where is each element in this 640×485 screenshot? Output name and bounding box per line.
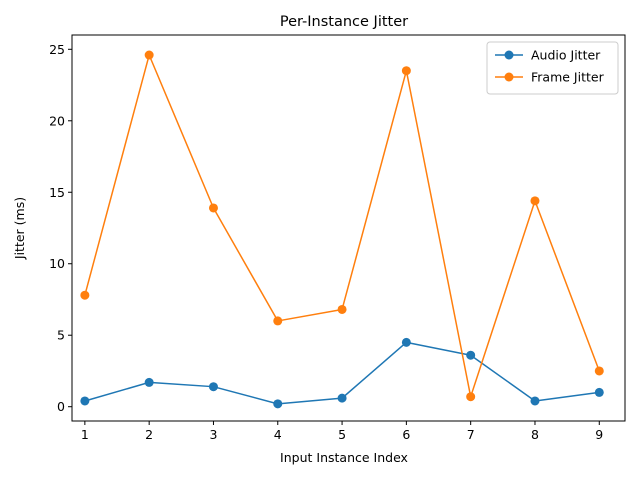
audio-jitter-point bbox=[466, 350, 476, 360]
frame-jitter-point bbox=[401, 66, 411, 76]
frame-jitter-point bbox=[337, 304, 347, 314]
audio-jitter-point bbox=[530, 396, 540, 406]
audio-jitter-point bbox=[80, 396, 90, 406]
y-axis-ticks: 0 5 10 15 20 25 bbox=[49, 42, 72, 414]
audio-jitter-point bbox=[273, 399, 283, 409]
y-tick-label: 15 bbox=[49, 185, 65, 200]
legend: Audio Jitter Frame Jitter bbox=[486, 41, 619, 95]
y-tick-label: 10 bbox=[49, 256, 65, 271]
frame-jitter-legend-label: Frame Jitter bbox=[531, 70, 605, 85]
x-tick-label: 3 bbox=[209, 427, 217, 442]
y-axis-label: Jitter (ms) bbox=[12, 197, 27, 260]
audio-jitter-legend-marker bbox=[504, 50, 514, 60]
series-layer bbox=[80, 50, 604, 409]
x-tick-label: 5 bbox=[338, 427, 346, 442]
plot-area-frame bbox=[71, 34, 626, 422]
x-tick-label: 6 bbox=[402, 427, 410, 442]
x-tick-label: 8 bbox=[531, 427, 539, 442]
y-tick-label: 20 bbox=[49, 113, 65, 128]
frame-jitter-point bbox=[208, 203, 218, 213]
frame-jitter-point bbox=[273, 316, 283, 326]
y-tick-label: 5 bbox=[57, 328, 65, 343]
y-tick-label: 25 bbox=[49, 42, 65, 57]
frame-jitter-point bbox=[80, 290, 90, 300]
audio-jitter-point bbox=[401, 337, 411, 347]
x-tick-label: 7 bbox=[467, 427, 475, 442]
frame-jitter-legend-marker bbox=[504, 72, 514, 82]
audio-jitter-point bbox=[337, 393, 347, 403]
frame-jitter-point bbox=[144, 50, 154, 60]
frame-jitter-point bbox=[530, 196, 540, 206]
x-tick-label: 4 bbox=[274, 427, 282, 442]
x-tick-label: 9 bbox=[595, 427, 603, 442]
y-tick-label: 0 bbox=[57, 399, 65, 414]
audio-jitter-point bbox=[594, 387, 604, 397]
audio-jitter-point bbox=[144, 377, 154, 387]
chart-title: Per-Instance Jitter bbox=[280, 14, 408, 30]
x-axis-ticks: 1 2 3 4 5 6 7 8 9 bbox=[81, 421, 603, 442]
x-axis-label: Input Instance Index bbox=[280, 450, 408, 465]
audio-jitter-point bbox=[208, 382, 218, 392]
audio-jitter-legend-label: Audio Jitter bbox=[531, 48, 601, 63]
x-tick-label: 2 bbox=[145, 427, 153, 442]
frame-jitter-point bbox=[466, 392, 476, 402]
frame-jitter-point bbox=[594, 366, 604, 376]
x-tick-label: 1 bbox=[81, 427, 89, 442]
